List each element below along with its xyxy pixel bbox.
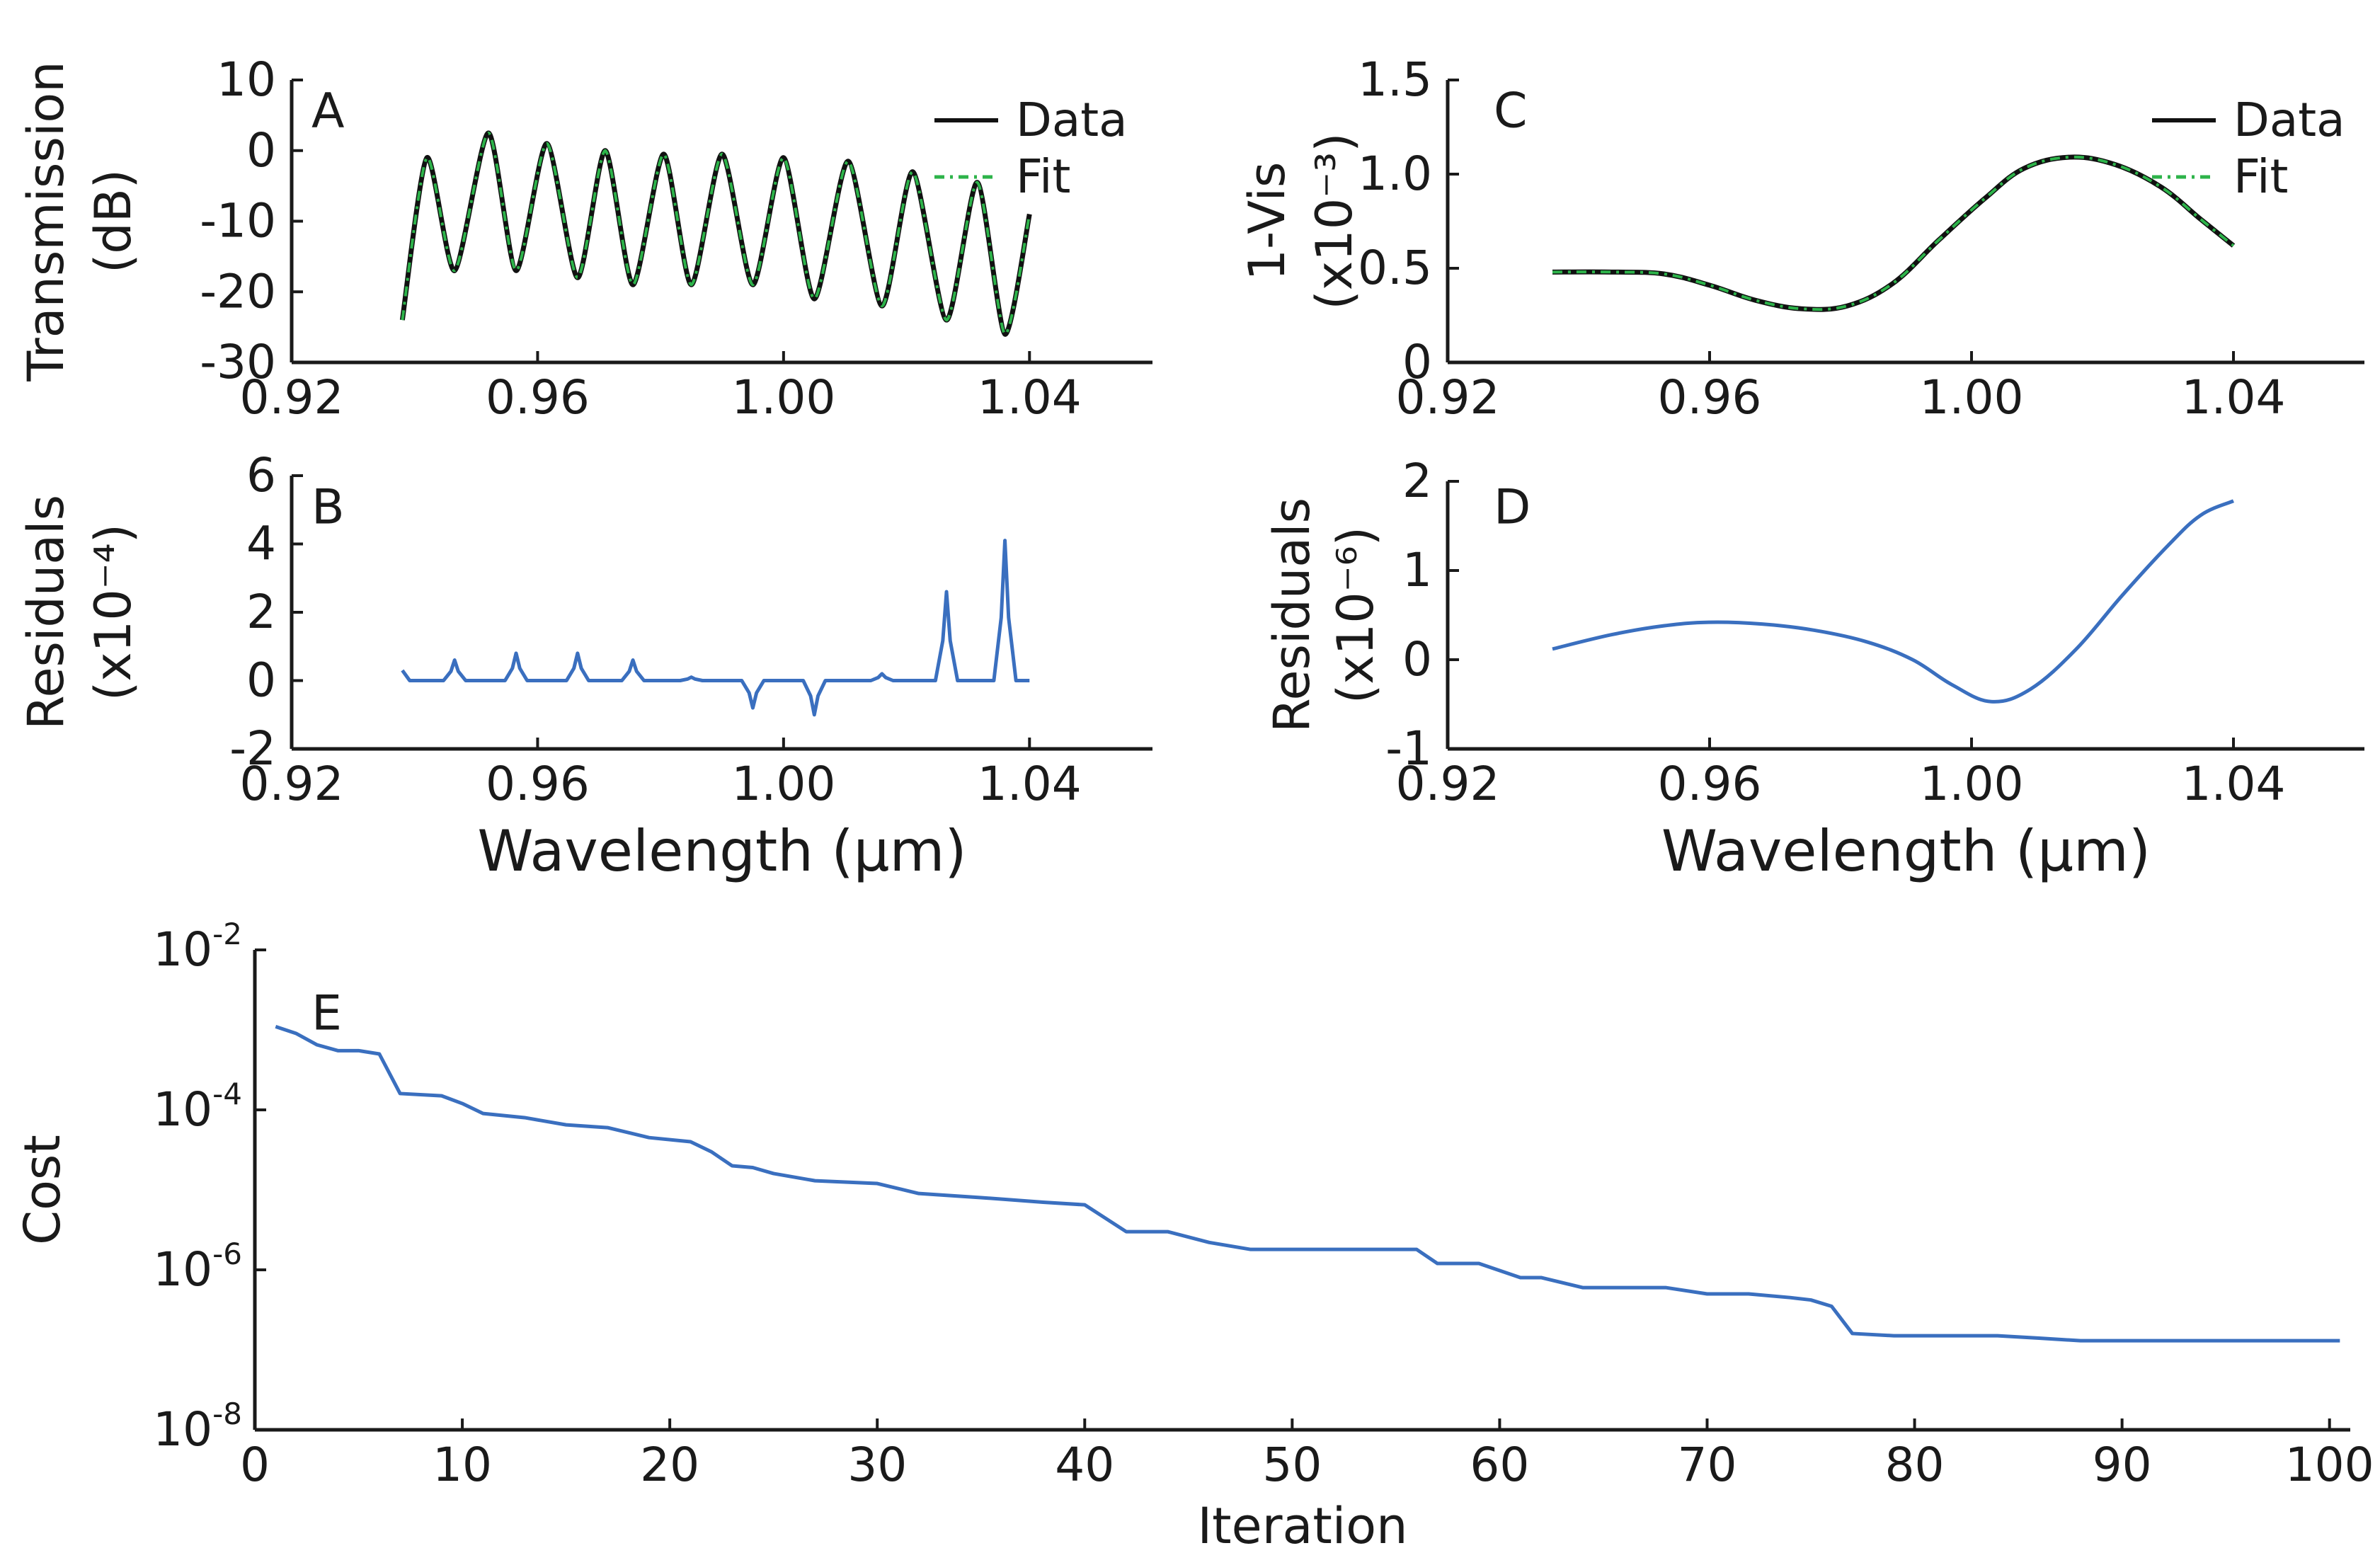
x-tick-label: 0.92 (240, 370, 344, 425)
y-tick-label: 2 (1402, 454, 1432, 508)
x-axis-label: Wavelength (μm) (477, 818, 966, 884)
y-tick-label: 10-2 (153, 917, 242, 977)
y-tick-base: 10 (153, 1402, 212, 1457)
series-line-fit (1552, 155, 2235, 311)
x-tick-label: 50 (1262, 1438, 1322, 1492)
x-tick-label: 100 (2285, 1438, 2374, 1492)
x-tick-label: 1.00 (1920, 370, 2024, 425)
y-axis-label: 1-Vis (1238, 162, 1296, 281)
x-tick-label: 1.00 (731, 757, 835, 811)
y-tick-exponent: -8 (212, 1397, 242, 1431)
y-tick-label: 10-6 (153, 1237, 242, 1297)
panel-letter: B (311, 480, 345, 536)
panel-a: 0.92 0.96 1.00 1.04 10 0 -10 -20 -30 A Transmissio… (17, 52, 1152, 425)
y-tick-base: 10 (153, 922, 212, 977)
x-tick-label: 1.04 (978, 370, 1082, 425)
y-tick-exponent: -4 (212, 1077, 242, 1111)
y-tick-label: 0 (1402, 632, 1432, 687)
x-tick-label: 1.04 (2182, 370, 2286, 425)
panel-b: 0.92 0.96 1.00 1.04 6 4 2 0 -2 B Residuals (x10⁻⁴) W… (17, 448, 1152, 884)
series-line-cost (275, 1024, 2340, 1343)
x-tick-label: 0.96 (486, 370, 590, 425)
y-tick-label: -10 (200, 194, 276, 248)
y-tick-exponent: -2 (212, 917, 242, 951)
x-axis-label: Wavelength (μm) (1661, 818, 2151, 884)
panel-c: 0.92 0.96 1.00 1.04 1.5 1.0 0.5 0 C 1-Vis (x10⁻³) D… (1238, 52, 2364, 425)
y-tick-label: -2 (229, 721, 276, 776)
x-tick-label: 0.92 (1396, 757, 1500, 811)
y-tick-label: 10 (217, 52, 276, 107)
x-tick-label: 0 (240, 1438, 270, 1492)
y-tick-label: -1 (1385, 721, 1432, 776)
legend-label-data: Data (2233, 93, 2345, 147)
panel-letter: A (311, 84, 345, 139)
legend-label-fit: Fit (2233, 149, 2288, 204)
y-tick-label: 10-4 (153, 1077, 242, 1137)
y-tick-label: -20 (200, 264, 276, 319)
y-tick-label: 2 (246, 585, 276, 639)
y-tick-label: 0 (246, 123, 276, 178)
y-tick-base: 10 (153, 1242, 212, 1297)
y-axis-label: Transmission (17, 61, 75, 382)
x-axis-label: Iteration (1198, 1497, 1408, 1555)
panel-letter: C (1494, 84, 1527, 139)
x-tick-label: 20 (640, 1438, 699, 1492)
x-tick-label: 0.92 (240, 757, 344, 811)
y-tick-label: 1.0 (1358, 147, 1432, 201)
legend-label-fit: Fit (1016, 149, 1070, 204)
x-tick-label: 60 (1470, 1438, 1529, 1492)
series-line-fit (401, 131, 1031, 336)
x-tick-label: 1.00 (731, 370, 835, 425)
x-tick-label: 1.00 (1920, 757, 2024, 811)
x-tick-label: 0.96 (1658, 757, 1762, 811)
y-tick-label: 0.5 (1358, 241, 1432, 295)
panel-letter: E (311, 986, 342, 1042)
x-tick-label: 90 (2093, 1438, 2152, 1492)
y-tick-label: 1.5 (1358, 52, 1432, 107)
panel-letter: D (1494, 480, 1531, 536)
y-axis-label: Residuals (1263, 498, 1321, 733)
y-tick-label: 0 (246, 653, 276, 708)
x-tick-label: 0.96 (1658, 370, 1762, 425)
x-tick-label: 1.04 (978, 757, 1082, 811)
y-axis-unit-label: (x10⁻³) (1305, 132, 1363, 309)
y-axis-unit-label: (dB) (84, 169, 142, 273)
y-tick-base: 10 (153, 1082, 212, 1137)
y-tick-label: 10-8 (153, 1397, 242, 1457)
x-tick-label: 0.96 (486, 757, 590, 811)
x-tick-label: 1.04 (2182, 757, 2286, 811)
x-tick-label: 30 (847, 1438, 907, 1492)
legend-label-data: Data (1016, 93, 1128, 147)
y-axis-label: Cost (13, 1135, 71, 1245)
x-tick-label: 10 (433, 1438, 492, 1492)
y-axis-unit-label: (x10⁻⁶) (1327, 527, 1385, 704)
x-tick-label: 40 (1055, 1438, 1114, 1492)
x-tick-label: 80 (1885, 1438, 1945, 1492)
panels: 0.92 0.96 1.00 1.04100-10-20-30ATransmissio… (13, 52, 2374, 1555)
x-tick-label: 0.92 (1396, 370, 1500, 425)
y-axis-label: Residuals (17, 495, 75, 730)
y-tick-label: 0 (1402, 335, 1432, 389)
x-tick-label: 70 (1677, 1438, 1737, 1492)
panel-e: 0 10 20 30 40 50 60 70 80 90 10010-210-410-610-8EC… (13, 917, 2374, 1555)
series-line-residuals (401, 539, 1030, 717)
y-tick-label: 4 (246, 517, 276, 571)
y-axis-unit-label: (x10⁻⁴) (84, 524, 142, 701)
y-tick-label: 6 (246, 448, 276, 503)
series-line-residuals (1552, 499, 2234, 704)
panel-d: 0.92 0.96 1.00 1.04 2 1 0 -1 D Residuals (x10⁻⁶) Wa… (1263, 454, 2364, 884)
y-tick-label: -30 (200, 335, 276, 389)
y-tick-label: 1 (1402, 543, 1432, 597)
y-tick-exponent: -6 (212, 1237, 242, 1271)
